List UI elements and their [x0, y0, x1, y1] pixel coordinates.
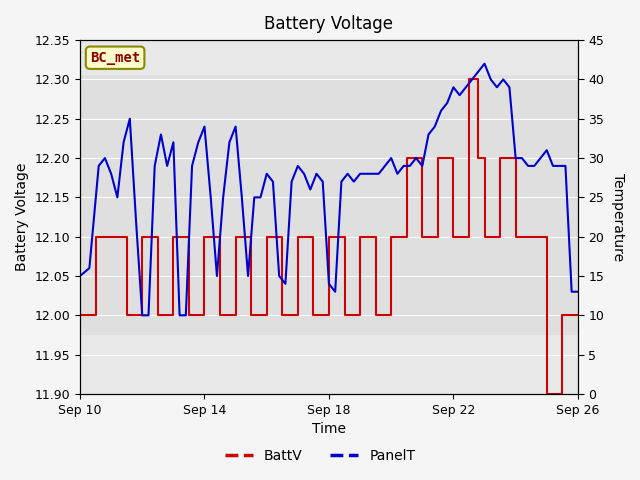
Bar	[80, 75, 578, 335]
Y-axis label: Battery Voltage: Battery Voltage	[15, 163, 29, 271]
Y-axis label: Temperature: Temperature	[611, 173, 625, 261]
X-axis label: Time: Time	[312, 422, 346, 436]
Legend: BattV, PanelT: BattV, PanelT	[220, 443, 420, 468]
Title: Battery Voltage: Battery Voltage	[264, 15, 394, 33]
Text: BC_met: BC_met	[90, 51, 140, 65]
